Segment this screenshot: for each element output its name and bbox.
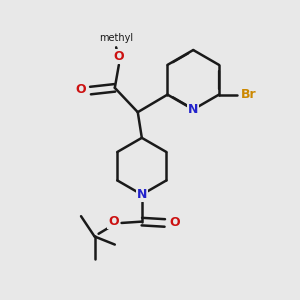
Text: O: O (108, 215, 119, 228)
Text: O: O (113, 50, 124, 63)
Text: N: N (136, 188, 147, 201)
Text: N: N (188, 103, 198, 116)
Text: Br: Br (241, 88, 256, 101)
Text: O: O (76, 83, 86, 96)
Text: methyl: methyl (99, 33, 133, 43)
Text: O: O (169, 217, 180, 230)
